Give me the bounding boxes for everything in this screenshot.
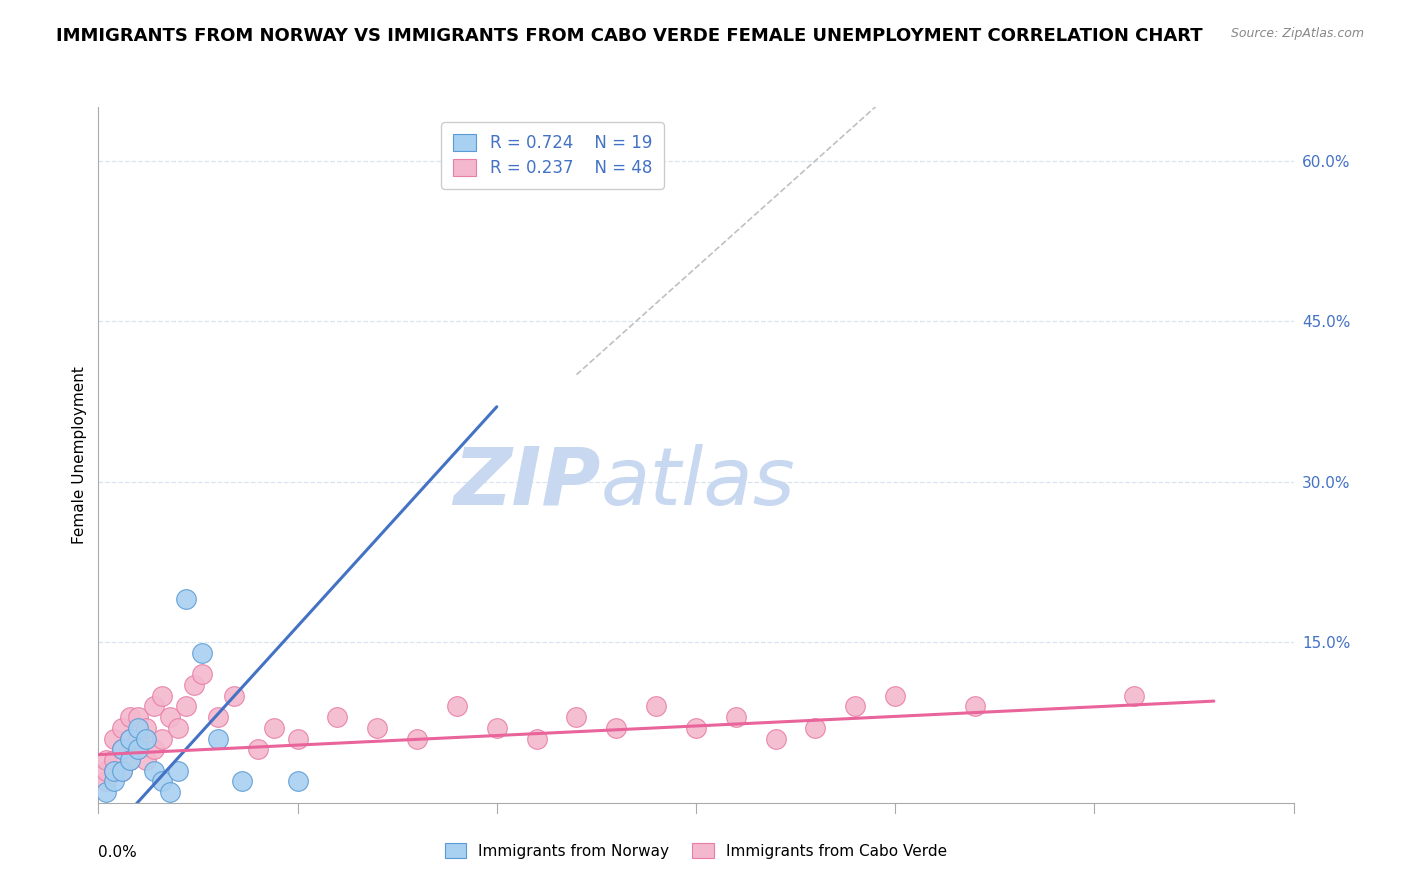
Point [174,699,197,714]
Point [446,699,468,714]
Point [135,753,157,767]
Point [120,731,142,746]
Point [167,764,190,778]
Point [724,710,747,724]
Point [127,742,149,756]
Point [150,774,173,789]
Point [167,721,190,735]
Point [222,689,245,703]
Point [191,667,214,681]
Text: Source: ZipAtlas.com: Source: ZipAtlas.com [1230,27,1364,40]
Point [143,742,166,756]
Point [150,689,173,703]
Point [103,753,125,767]
Y-axis label: Female Unemployment: Female Unemployment [72,366,87,544]
Point [844,699,866,714]
Point [191,646,214,660]
Point [326,710,349,724]
Point [143,699,166,714]
Point [526,731,548,746]
Point [103,731,125,746]
Point [111,742,134,756]
Point [159,785,181,799]
Point [96,785,118,799]
Point [103,764,125,778]
Point [120,753,142,767]
Point [287,774,309,789]
Point [174,592,197,607]
Point [135,721,157,735]
Point [111,764,134,778]
Point [143,764,166,778]
Point [127,742,149,756]
Point [263,721,285,735]
Point [287,731,309,746]
Point [406,731,429,746]
Point [485,721,508,735]
Point [605,721,627,735]
Point [685,721,707,735]
Point [207,710,229,724]
Point [120,710,142,724]
Point [127,721,149,735]
Point [120,753,142,767]
Legend: Immigrants from Norway, Immigrants from Cabo Verde: Immigrants from Norway, Immigrants from … [439,837,953,864]
Point [120,731,142,746]
Point [366,721,388,735]
Point [183,678,205,692]
Point [111,764,134,778]
Point [111,742,134,756]
Point [96,764,118,778]
Point [103,764,125,778]
Point [111,721,134,735]
Text: 0.0%: 0.0% [98,845,138,860]
Point [127,710,149,724]
Point [645,699,668,714]
Text: IMMIGRANTS FROM NORWAY VS IMMIGRANTS FROM CABO VERDE FEMALE UNEMPLOYMENT CORRELA: IMMIGRANTS FROM NORWAY VS IMMIGRANTS FRO… [56,27,1204,45]
Point [150,731,173,746]
Point [127,731,149,746]
Point [246,742,269,756]
Point [231,774,253,789]
Point [135,731,157,746]
Point [96,774,118,789]
Text: atlas: atlas [600,443,796,522]
Point [159,710,181,724]
Point [565,710,588,724]
Point [963,699,986,714]
Point [884,689,907,703]
Point [765,731,787,746]
Point [804,721,827,735]
Point [1123,689,1146,703]
Point [96,753,118,767]
Point [207,731,229,746]
Text: ZIP: ZIP [453,443,600,522]
Point [103,774,125,789]
